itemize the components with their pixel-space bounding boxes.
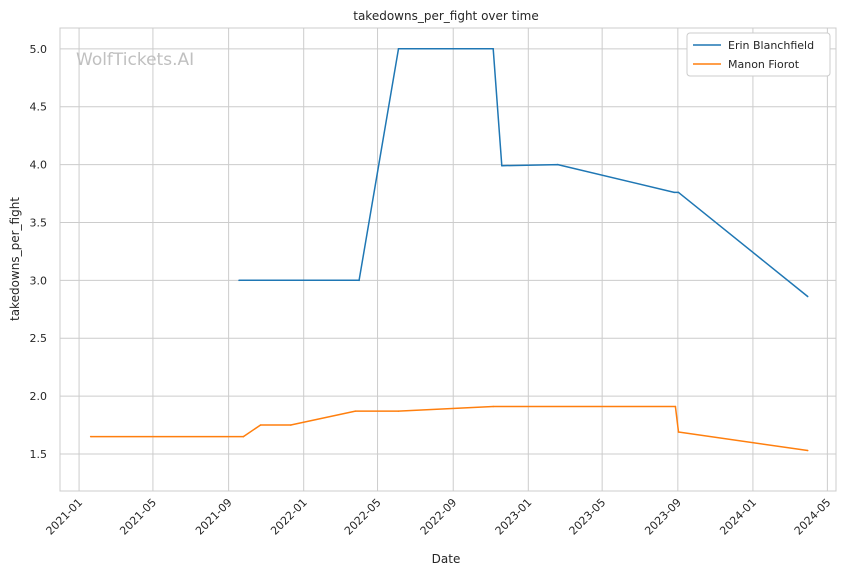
data-point-manon-fiorot (242, 435, 245, 438)
data-point-erin-blanchfield (806, 295, 809, 298)
y-tick-label: 4.5 (30, 101, 48, 114)
y-tick-label: 3.0 (30, 274, 48, 287)
y-tick-label: 1.5 (30, 448, 48, 461)
data-point-erin-blanchfield (358, 279, 360, 282)
series-line-manon-fiorot (90, 405, 808, 452)
data-point-erin-blanchfield (238, 279, 240, 282)
y-axis-label: takedowns_per_fight (8, 197, 22, 321)
data-point-manon-fiorot (806, 449, 809, 452)
x-tick-label: 2022-01 (268, 496, 310, 538)
x-tick-label: 2024-01 (717, 496, 759, 538)
x-tick-label: 2023-05 (567, 496, 609, 538)
y-tick-label: 5.0 (30, 43, 48, 56)
x-axis-label: Date (432, 552, 461, 566)
x-tick-label: 2021-05 (117, 496, 159, 538)
data-point-manon-fiorot (89, 435, 92, 438)
x-tick-label: 2023-01 (493, 496, 535, 538)
y-tick-label: 4.0 (30, 159, 48, 172)
data-point-manon-fiorot (677, 431, 680, 433)
x-tick-label: 2021-09 (193, 496, 235, 538)
data-point-manon-fiorot (492, 405, 495, 408)
data-point-manon-fiorot (289, 424, 292, 426)
data-point-erin-blanchfield (673, 191, 675, 194)
chart-title: takedowns_per_fight over time (353, 9, 539, 23)
x-tick-label: 2022-09 (418, 496, 460, 538)
data-point-manon-fiorot (674, 405, 677, 408)
data-point-erin-blanchfield (492, 48, 495, 50)
data-point-erin-blanchfield (501, 164, 503, 167)
grid (60, 28, 836, 491)
x-tick-label: 2024-05 (792, 496, 834, 538)
data-point-erin-blanchfield (677, 191, 680, 194)
legend-label-manon-fiorot: Manon Fiorot (728, 58, 800, 71)
x-tick-label: 2022-05 (342, 496, 384, 538)
plot-area (59, 27, 837, 492)
y-tick-label: 2.0 (30, 390, 48, 403)
series-lines (89, 48, 809, 452)
y-tick-label: 2.5 (30, 332, 48, 345)
legend-box (686, 32, 831, 77)
watermark: WolfTickets.AI (76, 50, 194, 70)
data-point-manon-fiorot (397, 410, 400, 412)
y-tick-label: 3.5 (30, 216, 48, 229)
legend: Erin Blanchfield Manon Fiorot (686, 32, 831, 77)
data-point-erin-blanchfield (557, 163, 559, 166)
data-point-erin-blanchfield (397, 48, 400, 50)
x-axis-ticks: 2021-01 2021-05 2021-09 2022-01 2022-05 2022-… (44, 496, 834, 538)
y-axis-ticks: 1.5 2.0 2.5 3.0 3.5 4.0 4.5 5.0 (30, 43, 48, 461)
data-point-manon-fiorot (354, 410, 357, 412)
legend-label-erin-blanchfield: Erin Blanchfield (728, 39, 814, 52)
x-tick-label: 2023-09 (642, 496, 684, 538)
data-point-manon-fiorot (259, 424, 262, 426)
x-tick-label: 2021-01 (44, 496, 86, 538)
